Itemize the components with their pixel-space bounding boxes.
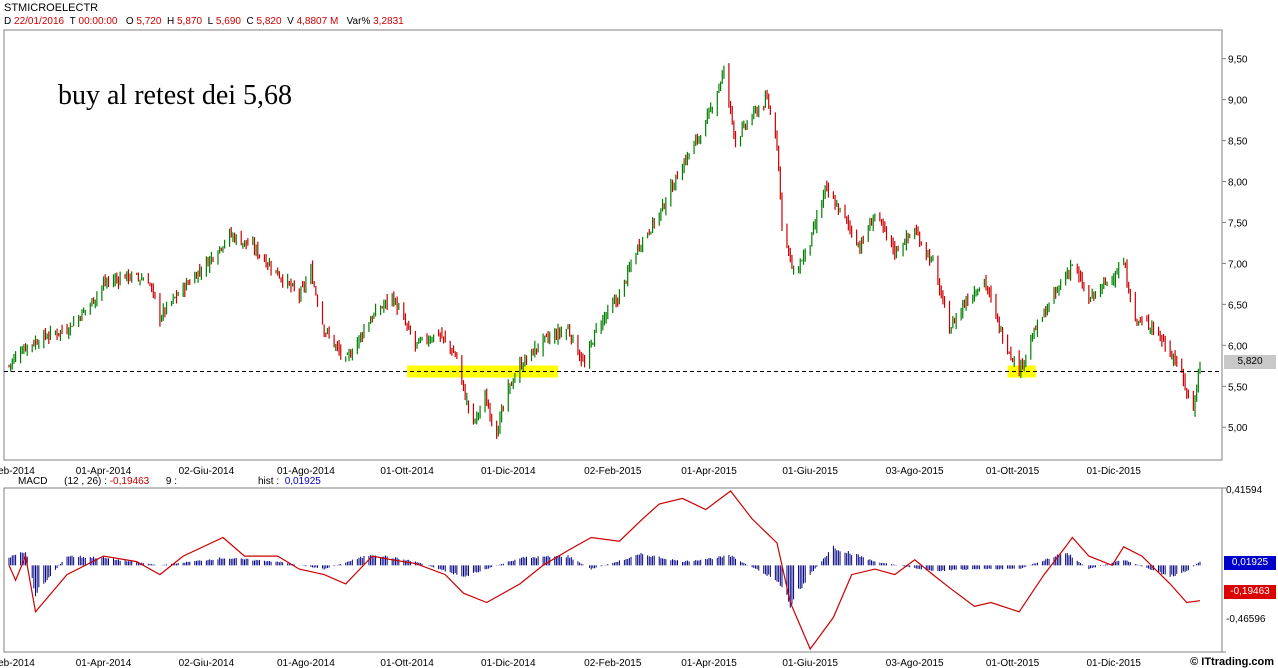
copyright-footer: © ITtrading.com: [1190, 656, 1274, 668]
x-tick-label: 01-Apr-2015: [681, 466, 737, 477]
hist-label: hist: [258, 476, 274, 487]
x-tick-label: 01-Ago-2014: [277, 466, 335, 477]
macd-sep: :: [104, 476, 107, 487]
x-tick-label: 01-Dic-2014: [481, 466, 536, 477]
x-tick-label: 02-Giu-2014: [179, 466, 235, 477]
chart-annotation: buy al retest dei 5,68: [58, 80, 293, 111]
x-tick-label: 01-Apr-2014: [76, 658, 132, 668]
time-value: 00:00:00: [78, 16, 118, 27]
price-panel-frame: [3, 29, 1223, 461]
x-tick-label: 01-Apr-2014: [76, 466, 132, 477]
close-label: C: [246, 16, 254, 27]
price-y-tick-label: 5,50: [1228, 382, 1248, 393]
macd-line: [8, 490, 1201, 651]
ohlc-readout: D 22/01/2016 T 00:00:00 O 5,720 H 5,870 …: [4, 16, 404, 27]
var-value: 3,2831: [373, 16, 404, 27]
date-label: D: [4, 16, 12, 27]
x-tick-label: 01-Apr-2015: [681, 658, 737, 668]
price-y-tick-label: 9,50: [1228, 55, 1248, 66]
close-value: 5,820: [256, 16, 282, 27]
hist-value-badge: 0,01925: [1224, 556, 1276, 570]
last-price-badge: 5,820: [1224, 355, 1276, 369]
price-y-tick-label: 5,00: [1228, 423, 1248, 434]
macd-value-badge: -0,19463: [1224, 585, 1276, 599]
price-y-tick-label: 6,50: [1228, 300, 1248, 311]
hist-sep: :: [276, 476, 280, 487]
var-label: Var%: [346, 16, 371, 27]
volume-value: 4,8807 M: [296, 16, 339, 27]
x-tick-label: 01-Giu-2015: [782, 466, 838, 477]
x-tick-label: 01-Ott-2015: [986, 466, 1040, 477]
price-y-tick-label: 7,00: [1228, 259, 1248, 270]
x-tick-label: 01-Ago-2014: [277, 658, 335, 668]
price-y-tick-label: 7,50: [1228, 218, 1248, 229]
macd-panel-frame: [3, 487, 1223, 653]
macd-value: -0,19463: [109, 476, 150, 487]
high-label: H: [166, 16, 175, 27]
x-tick-label: 03-Ago-2015: [886, 658, 944, 668]
x-tick-label: 01-Giu-2015: [782, 658, 838, 668]
macd-y-top-label: 0,41594: [1226, 485, 1263, 496]
x-tick-label: 01-Ott-2014: [380, 658, 434, 668]
hist-value: 0,01925: [284, 476, 321, 487]
price-y-tick-label: 8,00: [1228, 178, 1248, 189]
x-tick-label: 3-Feb-2014: [0, 658, 35, 668]
x-tick-label: 01-Ott-2015: [986, 658, 1040, 668]
x-tick-label: 01-Dic-2015: [1086, 658, 1141, 668]
x-tick-label: 03-Ago-2015: [886, 466, 944, 477]
macd-signal-sep: :: [174, 476, 177, 487]
x-tick-label: 02-Giu-2014: [179, 658, 235, 668]
x-tick-label: 3-Feb-2014: [0, 466, 35, 477]
open-label: O: [125, 16, 134, 27]
low-label: L: [207, 16, 214, 27]
x-tick-label: 01-Ott-2014: [380, 466, 434, 477]
high-value: 5,870: [176, 16, 203, 27]
volume-label: V: [287, 16, 294, 27]
x-tick-label: 01-Dic-2015: [1086, 466, 1141, 477]
hist-header: hist : 0,01925: [258, 476, 321, 487]
macd-header: MACD (12 , 26) : -0,19463 9 :: [18, 476, 177, 487]
macd-signal-period: 9: [165, 476, 172, 487]
price-y-tick-label: 8,50: [1228, 137, 1248, 148]
x-tick-label: 01-Dic-2014: [481, 658, 536, 668]
price-y-tick-label: 9,00: [1228, 96, 1248, 107]
open-value: 5,720: [136, 16, 162, 27]
date-value: 22/01/2016: [14, 16, 65, 27]
price-y-tick-label: 6,00: [1228, 341, 1248, 352]
macd-title: MACD: [18, 476, 48, 487]
macd-params: (12 , 26): [64, 476, 102, 487]
time-label: T: [69, 16, 76, 27]
low-value: 5,690: [215, 16, 241, 27]
x-tick-label: 02-Feb-2015: [584, 466, 642, 477]
x-tick-label: 02-Feb-2015: [584, 658, 642, 668]
macd-y-bottom-label: -0,46596: [1226, 614, 1266, 625]
chart-ticker: STMICROELECTR: [4, 2, 99, 14]
